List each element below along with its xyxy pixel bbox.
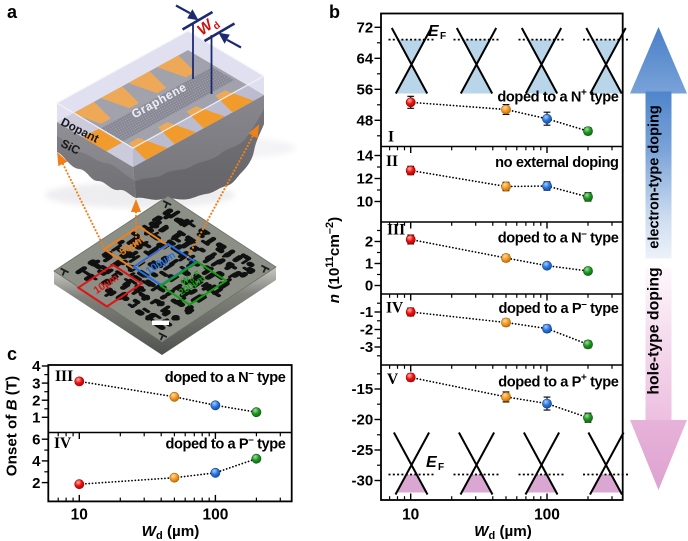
svg-text:3: 3 bbox=[32, 375, 40, 392]
svg-text:IV: IV bbox=[386, 300, 404, 317]
svg-text:n (1011cm–2): n (1011cm–2) bbox=[324, 217, 343, 303]
svg-text:6: 6 bbox=[32, 431, 40, 448]
svg-text:Wd (µm): Wd (µm) bbox=[142, 523, 200, 541]
svg-text:56: 56 bbox=[357, 82, 374, 99]
svg-text:4: 4 bbox=[32, 358, 41, 375]
svg-text:c: c bbox=[7, 344, 17, 364]
svg-text:14: 14 bbox=[357, 148, 374, 165]
svg-text:1: 1 bbox=[32, 410, 40, 427]
svg-text:F: F bbox=[438, 462, 444, 473]
svg-text:Wd (µm): Wd (µm) bbox=[474, 523, 532, 541]
svg-text:doped to a P– type: doped to a P– type bbox=[166, 435, 286, 453]
svg-text:III: III bbox=[387, 222, 405, 239]
svg-text:d: d bbox=[211, 20, 223, 32]
svg-text:I: I bbox=[388, 129, 394, 146]
svg-text:2: 2 bbox=[32, 475, 40, 492]
svg-text:-1: -1 bbox=[360, 304, 373, 321]
svg-text:100: 100 bbox=[202, 507, 228, 524]
svg-text:10: 10 bbox=[357, 194, 374, 211]
svg-text:4: 4 bbox=[32, 453, 41, 470]
svg-text:E: E bbox=[426, 454, 438, 471]
svg-text:48: 48 bbox=[357, 113, 374, 130]
svg-text:doped to a N– type: doped to a N– type bbox=[165, 368, 286, 386]
svg-text:12: 12 bbox=[357, 171, 374, 188]
svg-text:V: V bbox=[387, 371, 399, 388]
svg-text:E: E bbox=[428, 23, 440, 40]
svg-text:-2: -2 bbox=[360, 322, 373, 339]
svg-text:10: 10 bbox=[71, 507, 88, 524]
svg-text:64: 64 bbox=[357, 51, 374, 68]
svg-text:-25: -25 bbox=[352, 442, 374, 459]
svg-text:Onset of B (T): Onset of B (T) bbox=[4, 376, 21, 476]
svg-text:III: III bbox=[55, 368, 73, 385]
svg-text:100: 100 bbox=[534, 507, 560, 524]
svg-text:IV: IV bbox=[54, 435, 72, 452]
svg-text:10: 10 bbox=[402, 507, 419, 524]
svg-text:doped to a P– type: doped to a P– type bbox=[499, 299, 619, 317]
svg-text:0: 0 bbox=[365, 278, 373, 295]
svg-text:72: 72 bbox=[357, 20, 374, 37]
svg-text:doped to a P+ type: doped to a P+ type bbox=[498, 373, 619, 391]
svg-text:II: II bbox=[386, 153, 398, 170]
svg-text:1: 1 bbox=[365, 256, 373, 273]
svg-text:no external doping: no external doping bbox=[495, 155, 618, 171]
svg-text:electron-type doping: electron-type doping bbox=[647, 105, 663, 248]
svg-text:b: b bbox=[329, 2, 340, 22]
svg-text:-15: -15 bbox=[352, 381, 374, 398]
svg-text:-3: -3 bbox=[360, 339, 373, 356]
svg-text:-20: -20 bbox=[352, 412, 374, 429]
svg-text:doped to a N+ type: doped to a N+ type bbox=[497, 88, 618, 106]
svg-text:doped to a N– type: doped to a N– type bbox=[498, 229, 619, 247]
svg-text:a: a bbox=[7, 2, 18, 22]
svg-text:hole-type doping: hole-type doping bbox=[646, 267, 663, 394]
svg-text:2: 2 bbox=[32, 392, 40, 409]
svg-text:2: 2 bbox=[365, 234, 373, 251]
svg-text:F: F bbox=[440, 31, 446, 42]
svg-text:-30: -30 bbox=[352, 473, 374, 490]
